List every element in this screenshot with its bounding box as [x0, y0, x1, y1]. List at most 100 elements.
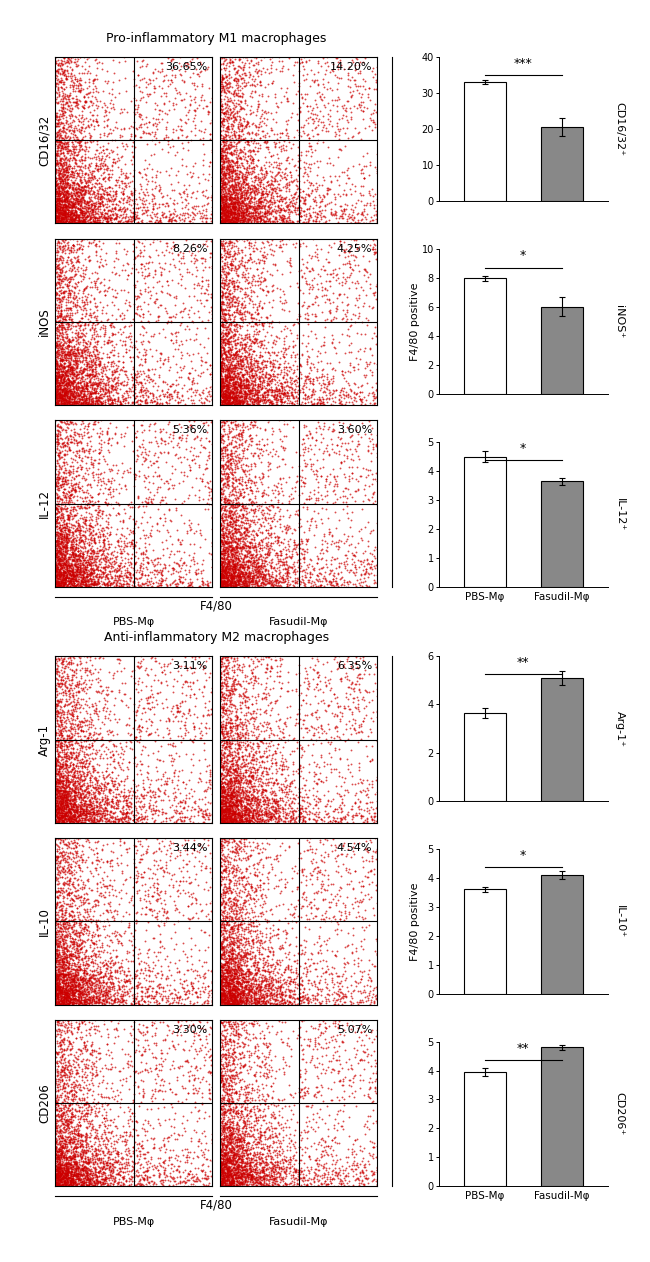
Point — [261, 1159, 271, 1179]
Point — [314, 928, 324, 948]
Point — [334, 880, 345, 900]
Point — [280, 811, 290, 832]
Point — [222, 575, 233, 596]
Point — [334, 748, 345, 769]
Point — [225, 327, 235, 347]
Point — [180, 394, 190, 414]
Point — [107, 164, 118, 184]
Point — [218, 1152, 229, 1172]
Point — [118, 193, 128, 213]
Point — [82, 541, 92, 562]
Point — [270, 969, 280, 989]
Point — [176, 348, 186, 369]
Point — [95, 1047, 105, 1068]
Point — [136, 211, 146, 231]
Point — [283, 572, 293, 592]
Point — [341, 577, 351, 597]
Point — [295, 1027, 306, 1047]
Point — [239, 833, 249, 853]
Point — [93, 345, 103, 365]
Point — [217, 756, 228, 776]
Point — [293, 376, 304, 396]
Point — [249, 529, 259, 549]
Point — [193, 970, 203, 991]
Point — [236, 1152, 246, 1172]
Point — [228, 395, 239, 415]
Point — [78, 491, 88, 511]
Point — [266, 859, 277, 880]
Point — [66, 249, 76, 269]
Point — [55, 345, 66, 365]
Point — [220, 468, 230, 488]
Point — [93, 313, 103, 333]
Point — [61, 993, 72, 1013]
Point — [68, 500, 78, 520]
Point — [55, 305, 66, 326]
Point — [236, 964, 246, 984]
Point — [68, 766, 79, 786]
Point — [76, 977, 86, 997]
Point — [51, 1171, 62, 1191]
Point — [281, 375, 292, 395]
Point — [77, 280, 88, 300]
Point — [226, 413, 236, 433]
Point — [58, 507, 68, 528]
Point — [66, 972, 77, 992]
Point — [88, 784, 99, 804]
Point — [274, 535, 285, 555]
Point — [76, 424, 86, 444]
Point — [68, 805, 78, 825]
Point — [53, 785, 64, 805]
Point — [61, 577, 72, 597]
Point — [218, 1079, 228, 1099]
Point — [55, 969, 66, 989]
Point — [224, 870, 235, 890]
Point — [62, 356, 72, 376]
Point — [219, 254, 229, 274]
Point — [124, 808, 135, 828]
Point — [257, 377, 268, 398]
Point — [227, 967, 238, 987]
Point — [56, 410, 66, 430]
Point — [136, 105, 147, 125]
Point — [95, 252, 105, 273]
Point — [266, 806, 276, 827]
Point — [222, 375, 232, 395]
Point — [89, 968, 99, 988]
Point — [215, 539, 226, 559]
Point — [276, 679, 286, 699]
Point — [64, 158, 75, 178]
Point — [50, 516, 60, 536]
Point — [85, 155, 96, 175]
Point — [185, 329, 196, 350]
Point — [268, 577, 278, 597]
Point — [81, 213, 92, 233]
Point — [220, 261, 231, 281]
Point — [278, 337, 288, 357]
Point — [60, 199, 70, 220]
Point — [76, 1162, 86, 1182]
Point — [78, 361, 88, 381]
Point — [226, 1174, 236, 1194]
Point — [226, 989, 237, 1010]
Point — [54, 189, 64, 209]
Point — [57, 979, 67, 1000]
Point — [225, 982, 235, 1002]
Point — [110, 389, 120, 409]
Point — [132, 765, 142, 785]
Point — [232, 1145, 242, 1165]
Point — [62, 805, 72, 825]
Point — [365, 993, 375, 1013]
Point — [227, 539, 238, 559]
Point — [283, 838, 294, 858]
Point — [246, 316, 256, 336]
Point — [283, 228, 294, 249]
Point — [357, 722, 367, 742]
Point — [229, 1133, 240, 1153]
Point — [274, 1141, 284, 1161]
Point — [255, 76, 266, 96]
Point — [341, 861, 351, 881]
Point — [66, 964, 76, 984]
Point — [65, 331, 75, 351]
Point — [260, 939, 270, 959]
